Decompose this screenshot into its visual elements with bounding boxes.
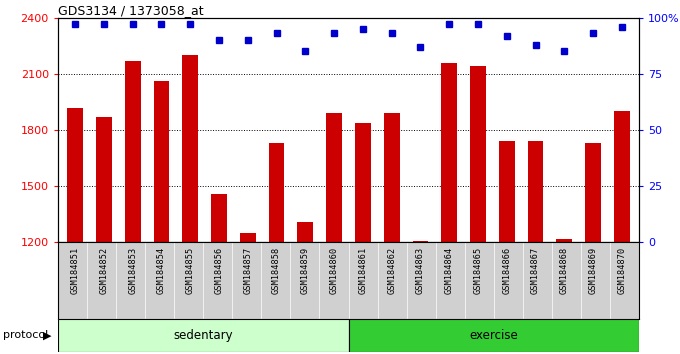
Text: GSM184869: GSM184869 [589,246,598,293]
Bar [348,319,639,352]
Text: GSM184866: GSM184866 [503,246,511,293]
Bar [58,319,348,352]
Text: ▶: ▶ [43,330,52,341]
Bar [413,241,428,242]
Bar [124,61,141,242]
Text: GSM184868: GSM184868 [560,246,569,293]
Text: GSM184851: GSM184851 [71,246,80,293]
Text: GSM184857: GSM184857 [243,246,252,293]
Bar [182,55,198,242]
Bar [326,113,342,242]
Bar [614,112,630,242]
Text: GSM184858: GSM184858 [272,246,281,293]
Text: GSM184861: GSM184861 [358,246,367,293]
Text: GSM184853: GSM184853 [128,246,137,293]
Bar [211,194,227,242]
Bar [499,141,515,242]
Bar [67,108,83,242]
Text: protocol: protocol [3,330,49,341]
Bar [585,143,601,242]
Bar [556,239,573,242]
Bar [470,67,486,242]
Text: GSM184863: GSM184863 [416,246,425,293]
Text: GSM184856: GSM184856 [214,246,224,293]
Bar [297,222,313,242]
Text: GSM184855: GSM184855 [186,246,194,293]
Text: GSM184862: GSM184862 [387,246,396,293]
Text: GSM184870: GSM184870 [617,246,626,293]
Bar [384,113,400,242]
Text: GSM184865: GSM184865 [473,246,483,293]
Bar [240,233,256,242]
Text: GDS3134 / 1373058_at: GDS3134 / 1373058_at [58,4,203,17]
Text: GSM184864: GSM184864 [445,246,454,293]
Text: exercise: exercise [469,329,518,342]
Text: GSM184860: GSM184860 [330,246,339,293]
Bar [154,81,169,242]
Text: GSM184859: GSM184859 [301,246,310,293]
Text: sedentary: sedentary [173,329,233,342]
Bar [269,143,284,242]
Bar [355,122,371,242]
Text: GSM184867: GSM184867 [531,246,540,293]
Text: GSM184852: GSM184852 [99,246,108,293]
Bar [96,117,112,242]
Bar [441,63,457,242]
Text: GSM184854: GSM184854 [157,246,166,293]
Bar [528,141,543,242]
